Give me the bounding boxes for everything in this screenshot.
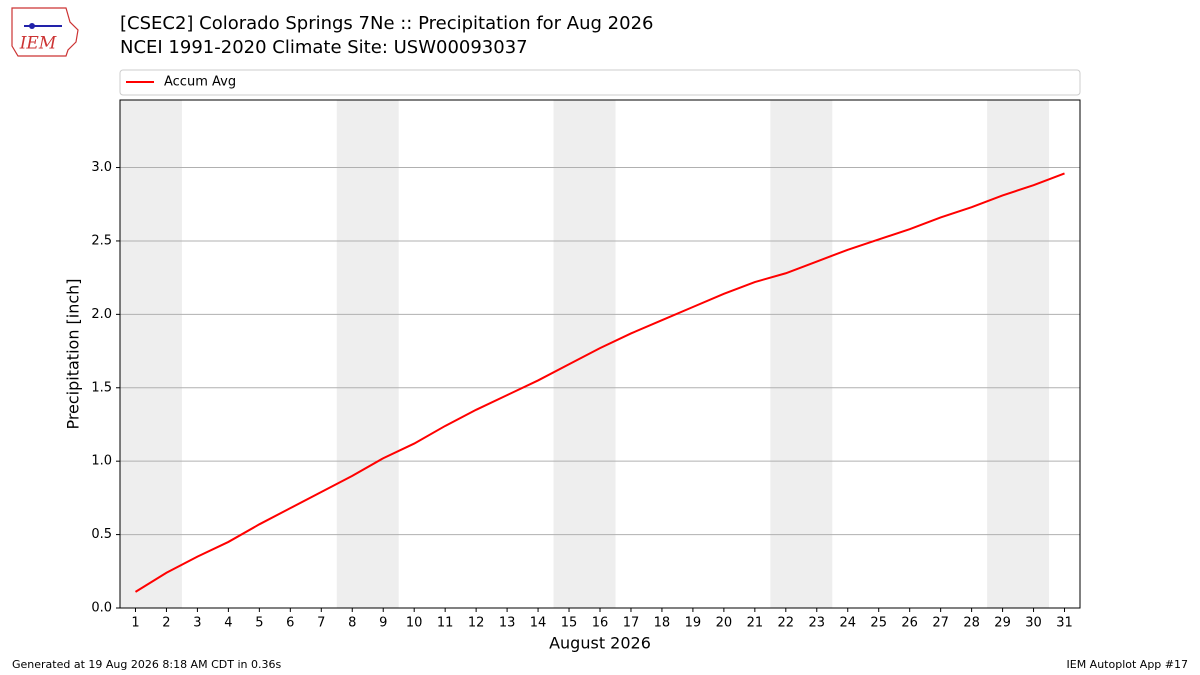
x-tick-label: 18 bbox=[654, 616, 671, 631]
x-tick-label: 16 bbox=[592, 616, 609, 631]
x-tick-label: 4 bbox=[224, 616, 232, 631]
y-tick-label: 3.0 bbox=[91, 160, 112, 175]
x-tick-label: 25 bbox=[870, 616, 887, 631]
series-line bbox=[134, 172, 1065, 593]
plot-frame bbox=[119, 99, 1081, 609]
logo-outline bbox=[11, 7, 79, 57]
weekend-shade bbox=[553, 100, 616, 608]
y-tick-label: 1.5 bbox=[91, 380, 112, 395]
weekend-shade bbox=[120, 100, 182, 608]
x-tick-label: 30 bbox=[1025, 616, 1042, 631]
weekend-shade bbox=[770, 100, 833, 608]
x-tick-label: 9 bbox=[379, 616, 387, 631]
logo-dot bbox=[29, 23, 35, 29]
x-tick-label: 13 bbox=[499, 616, 516, 631]
weekend-shade bbox=[336, 100, 399, 608]
x-tick-label: 20 bbox=[716, 616, 733, 631]
y-axis-label: Precipitation [inch] bbox=[64, 278, 83, 429]
legend-box bbox=[119, 69, 1081, 96]
chart-title: [CSEC2] Colorado Springs 7Ne :: Precipit… bbox=[120, 13, 653, 34]
x-tick-label: 1 bbox=[131, 616, 139, 631]
x-tick-label: 8 bbox=[348, 616, 356, 631]
logo-text: IEM bbox=[19, 34, 57, 54]
x-tick-label: 28 bbox=[963, 616, 980, 631]
y-tick-label: 0.5 bbox=[91, 527, 112, 542]
x-tick-label: 23 bbox=[809, 616, 826, 631]
logo: IEM bbox=[11, 7, 79, 57]
x-axis-label: August 2026 bbox=[549, 634, 651, 653]
x-tick-label: 14 bbox=[530, 616, 547, 631]
x-tick-label: 10 bbox=[406, 616, 423, 631]
x-tick-label: 7 bbox=[317, 616, 325, 631]
y-tick-label: 2.0 bbox=[91, 307, 112, 322]
footer-left: Generated at 19 Aug 2026 8:18 AM CDT in … bbox=[12, 658, 281, 671]
x-tick-label: 12 bbox=[468, 616, 485, 631]
x-tick-label: 6 bbox=[286, 616, 294, 631]
legend-label: Accum Avg bbox=[164, 75, 236, 90]
x-tick-label: 5 bbox=[255, 616, 263, 631]
x-tick-label: 26 bbox=[901, 616, 918, 631]
x-tick-label: 19 bbox=[685, 616, 702, 631]
x-tick-label: 11 bbox=[437, 616, 454, 631]
chart-subtitle: NCEI 1991-2020 Climate Site: USW00093037 bbox=[120, 37, 528, 58]
x-tick-label: 27 bbox=[932, 616, 949, 631]
y-tick-label: 1.0 bbox=[91, 454, 112, 469]
y-tick-label: 2.5 bbox=[91, 233, 112, 248]
x-tick-label: 3 bbox=[193, 616, 201, 631]
x-tick-label: 2 bbox=[162, 616, 170, 631]
x-tick-label: 24 bbox=[839, 616, 856, 631]
x-tick-label: 29 bbox=[994, 616, 1011, 631]
y-tick-label: 0.0 bbox=[91, 601, 112, 616]
x-tick-label: 15 bbox=[561, 616, 578, 631]
footer-right: IEM Autoplot App #17 bbox=[1067, 658, 1189, 671]
x-tick-label: 31 bbox=[1056, 616, 1073, 631]
weekend-shade bbox=[987, 100, 1050, 608]
x-tick-label: 21 bbox=[747, 616, 764, 631]
x-tick-label: 17 bbox=[623, 616, 640, 631]
x-tick-label: 22 bbox=[778, 616, 795, 631]
